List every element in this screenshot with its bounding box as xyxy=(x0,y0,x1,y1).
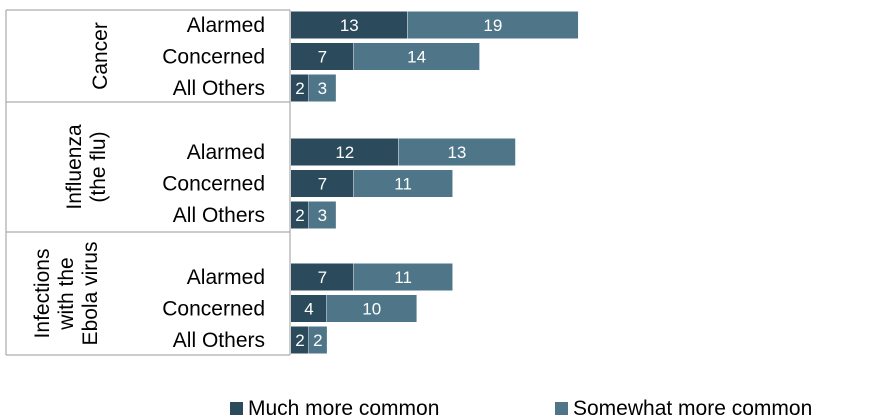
bar-much-more-common xyxy=(291,11,408,39)
legend-swatch xyxy=(555,402,568,415)
bar-much-more-common xyxy=(291,263,354,291)
bar-somewhat-more-common xyxy=(407,11,579,39)
data-label: 7 xyxy=(318,175,327,194)
legend-label: Somewhat more common xyxy=(573,397,812,420)
group-label-line: Ebola virus xyxy=(79,242,102,346)
data-label: 13 xyxy=(447,143,466,162)
bar-much-more-common xyxy=(291,170,354,197)
data-label: 11 xyxy=(394,175,412,194)
data-label: 3 xyxy=(318,79,327,98)
legend-label: Much more common xyxy=(248,397,439,420)
bar-much-more-common xyxy=(291,326,309,354)
category-label: Concerned xyxy=(162,173,265,196)
category-label: Alarmed xyxy=(187,141,265,164)
category-label: Concerned xyxy=(162,46,265,69)
data-label: 2 xyxy=(295,331,304,350)
bar-somewhat-more-common xyxy=(308,326,327,354)
bar-somewhat-more-common xyxy=(353,43,480,70)
bar-much-more-common xyxy=(291,138,399,166)
data-label: 7 xyxy=(318,48,327,67)
data-label: 12 xyxy=(335,143,354,162)
category-label: Concerned xyxy=(162,298,265,321)
legend-swatch xyxy=(230,402,243,415)
group-label: Infectionswith theEbola virus xyxy=(31,242,102,346)
bar-somewhat-more-common xyxy=(308,201,336,229)
bars: 13 197 142 312 137 112 37 114 102 2 xyxy=(291,11,579,354)
bar-much-more-common xyxy=(291,201,309,229)
data-label: 2 xyxy=(295,206,304,225)
bar-much-more-common xyxy=(291,74,309,102)
bar-somewhat-more-common xyxy=(326,295,417,322)
data-label: 14 xyxy=(407,48,426,67)
group-label-line: Influenza xyxy=(63,124,86,210)
data-label: 13 xyxy=(340,16,359,35)
category-label: All Others xyxy=(173,77,265,100)
category-label: Alarmed xyxy=(187,266,265,289)
bar-much-more-common xyxy=(291,295,327,322)
group-label-line: (the flu) xyxy=(87,131,110,202)
group-label-line: with the xyxy=(55,257,78,330)
data-label: 3 xyxy=(318,206,327,225)
data-label: 4 xyxy=(304,300,313,319)
chart-frame xyxy=(5,9,291,356)
data-label: 10 xyxy=(362,300,381,319)
data-label: 19 xyxy=(483,16,502,35)
category-label: Alarmed xyxy=(187,14,265,37)
bar-somewhat-more-common xyxy=(353,263,453,291)
group-label-line: Cancer xyxy=(89,22,112,90)
bar-somewhat-more-common xyxy=(353,170,453,197)
legend: Much more common Somewhat more common xyxy=(230,397,812,420)
group-label: Cancer xyxy=(89,22,112,90)
bar-much-more-common xyxy=(291,43,354,70)
group-label-line: Infections xyxy=(31,249,54,339)
data-label: 2 xyxy=(313,331,322,350)
data-label: 11 xyxy=(394,268,412,287)
category-label: All Others xyxy=(173,204,265,227)
bar-somewhat-more-common xyxy=(398,138,516,166)
group-label: Influenza(the flu) xyxy=(63,124,110,210)
group-labels: Cancer Influenza(the flu) Infectionswith t… xyxy=(31,22,112,345)
bar-somewhat-more-common xyxy=(308,74,336,102)
data-label: 7 xyxy=(318,268,327,287)
category-label: All Others xyxy=(173,329,265,352)
category-labels: Alarmed Concerned All Others Alarmed Concern… xyxy=(162,14,265,352)
data-label: 2 xyxy=(295,79,304,98)
